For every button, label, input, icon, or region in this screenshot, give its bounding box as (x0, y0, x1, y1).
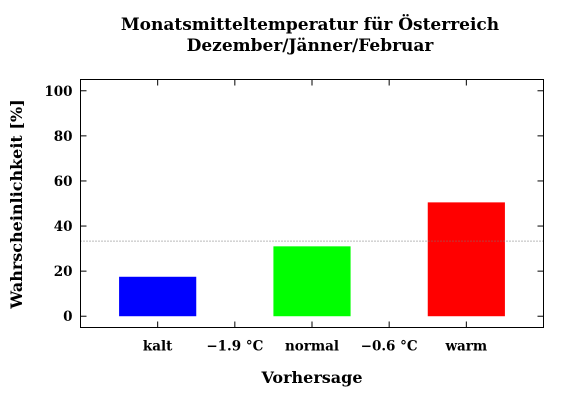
boundary-label: −1.9 °C (206, 339, 263, 355)
bars-layer (119, 202, 505, 317)
chart-title: Monatsmitteltemperatur für Österreich (121, 14, 499, 35)
chart-subtitle: Dezember/Jänner/Februar (187, 36, 435, 56)
y-tick-label: 100 (44, 84, 72, 100)
bar-normal (273, 246, 351, 317)
bar-warm (427, 202, 505, 317)
x-axis-label: Vorhersage (260, 368, 362, 387)
y-tick-label: 80 (54, 129, 73, 145)
plot-frame (80, 79, 544, 328)
y-axis-label: Wahrscheinlichkeit [%] (7, 99, 26, 309)
x-tick-label-kalt: kalt (143, 339, 173, 355)
y-tick-label: 60 (54, 174, 73, 190)
y-tick-label: 40 (54, 219, 73, 235)
boundary-label: −0.6 °C (361, 339, 418, 355)
y-tick-label: 0 (63, 309, 72, 325)
bar-kalt (119, 276, 197, 317)
axis-layer: 0 20 40 60 80 100 kalt normal warm −1.9 °C −0.6 °C (44, 79, 544, 355)
y-tick-label: 20 (54, 264, 73, 280)
x-tick-label-normal: normal (285, 339, 339, 355)
x-tick-label-warm: warm (444, 339, 487, 355)
